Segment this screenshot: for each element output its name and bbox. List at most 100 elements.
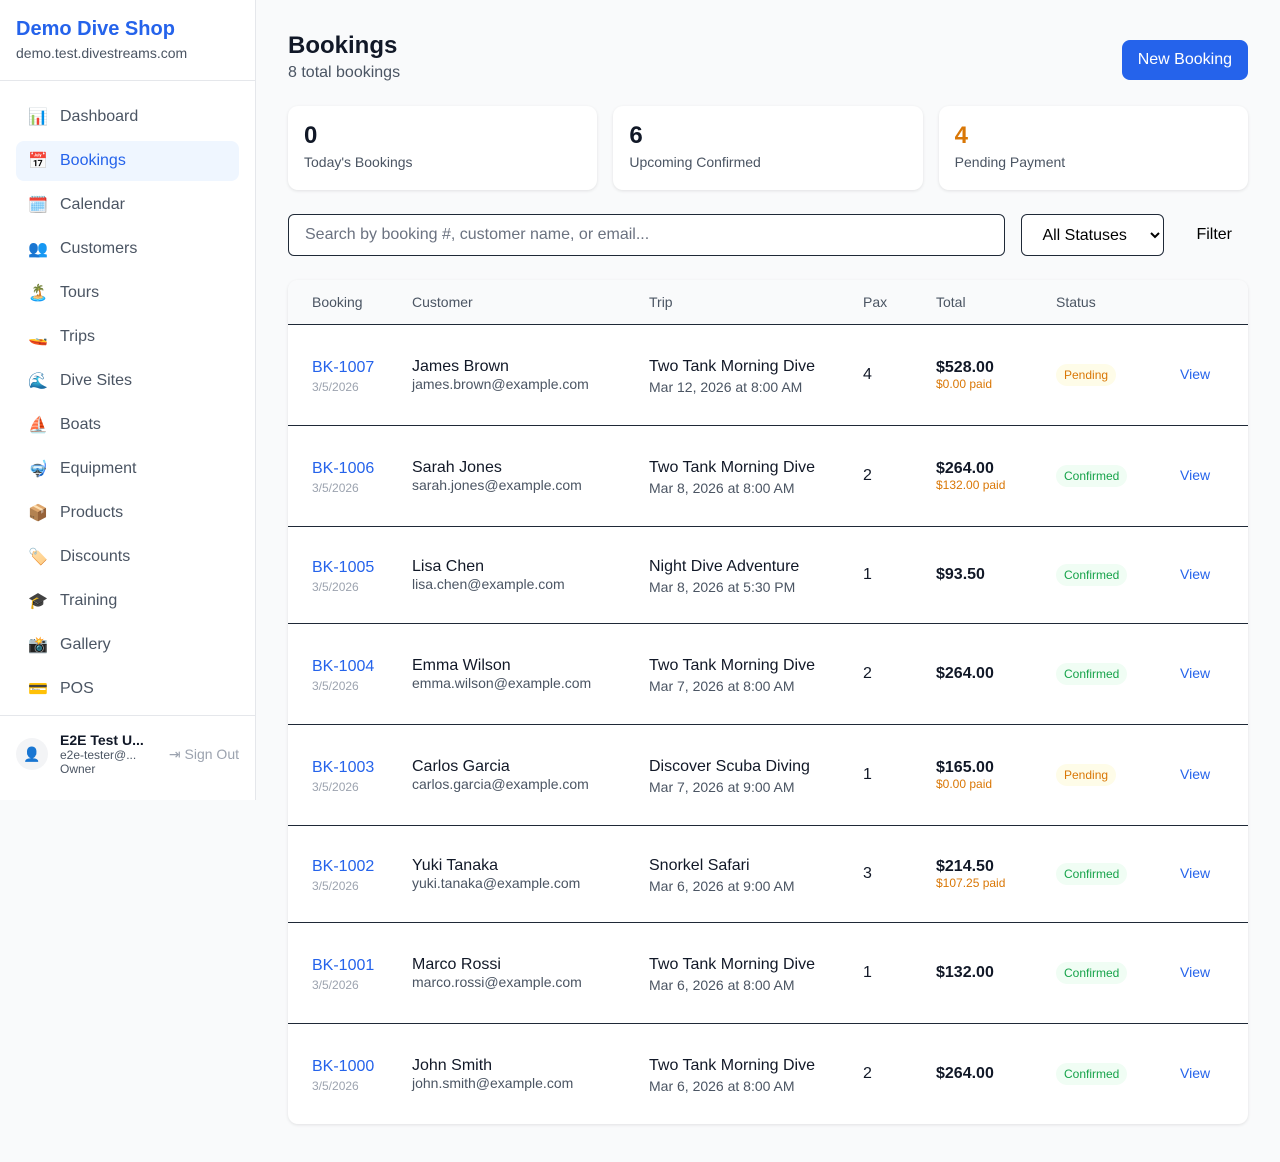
column-header: Trip bbox=[637, 280, 851, 325]
sidebar-item-pos[interactable]: 💳 POS bbox=[16, 669, 239, 709]
sidebar-item-bookings[interactable]: 📅 Bookings bbox=[16, 141, 239, 181]
status-select[interactable]: All Statuses bbox=[1021, 214, 1165, 256]
customer-name: John Smith bbox=[412, 1056, 493, 1074]
pax: 2 bbox=[851, 425, 924, 527]
total: $132.00 bbox=[936, 963, 994, 981]
view-link[interactable]: View bbox=[1180, 466, 1211, 483]
booking-date: 3/5/2026 bbox=[312, 779, 359, 794]
booking-link[interactable]: BK-1005 bbox=[312, 558, 375, 576]
booking-link[interactable]: BK-1001 bbox=[312, 956, 375, 974]
trip-name: Discover Scuba Diving bbox=[649, 757, 810, 775]
sidebar-item-gallery[interactable]: 📸 Gallery bbox=[16, 625, 239, 665]
stat-card: 0 Today's Bookings bbox=[288, 106, 598, 190]
trip-name: Two Tank Morning Dive bbox=[649, 955, 815, 973]
sign-out-button[interactable]: ⇥ Sign Out bbox=[169, 746, 239, 763]
status-badge: Pending bbox=[1056, 363, 1117, 386]
customer-name: Sarah Jones bbox=[412, 458, 502, 476]
sidebar-item-tours[interactable]: 🏝️ Tours bbox=[16, 273, 239, 313]
sidebar-item-training[interactable]: 🎓 Training bbox=[16, 581, 239, 621]
stat-label: Today's Bookings bbox=[304, 154, 413, 170]
customer-name: Lisa Chen bbox=[412, 557, 485, 575]
trip-name: Two Tank Morning Dive bbox=[649, 357, 815, 375]
view-link[interactable]: View bbox=[1180, 963, 1211, 980]
booking-link[interactable]: BK-1003 bbox=[312, 758, 375, 776]
customer-email: john.smith@example.com bbox=[412, 1074, 574, 1091]
table-row: BK-1000 3/5/2026 John Smith john.smith@exa… bbox=[288, 1023, 1248, 1124]
booking-link[interactable]: BK-1007 bbox=[312, 358, 375, 376]
column-header: Pax bbox=[851, 280, 924, 325]
booking-link[interactable]: BK-1004 bbox=[312, 657, 375, 675]
trip-name: Night Dive Adventure bbox=[649, 557, 800, 575]
sidebar-item-trips[interactable]: 🚤 Trips bbox=[16, 317, 239, 357]
customer-email: yuki.tanaka@example.com bbox=[412, 874, 581, 891]
pax: 1 bbox=[851, 526, 924, 624]
sidebar-item-label: Trips bbox=[60, 328, 95, 345]
customer-email: lisa.chen@example.com bbox=[412, 575, 565, 592]
search-input[interactable] bbox=[288, 214, 1006, 256]
pax: 3 bbox=[851, 825, 924, 923]
view-link[interactable]: View bbox=[1180, 765, 1211, 782]
booking-date: 3/5/2026 bbox=[312, 1078, 359, 1093]
status-badge: Pending bbox=[1056, 763, 1117, 786]
stat-card: 4 Pending Payment bbox=[938, 106, 1248, 190]
booking-date: 3/5/2026 bbox=[312, 678, 359, 693]
table-row: BK-1003 3/5/2026 Carlos Garcia carlos.garc… bbox=[288, 724, 1248, 826]
sidebar-item-discounts[interactable]: 🏷️ Discounts bbox=[16, 537, 239, 577]
stat-value: 6 bbox=[629, 122, 643, 149]
sidebar-item-equipment[interactable]: 🤿 Equipment bbox=[16, 449, 239, 489]
sailboat-icon: ⛵ bbox=[28, 417, 48, 434]
user-role: Owner bbox=[60, 762, 96, 776]
trip-name: Snorkel Safari bbox=[649, 856, 750, 874]
view-link[interactable]: View bbox=[1180, 365, 1211, 382]
status-badge: Confirmed bbox=[1056, 563, 1128, 586]
column-header bbox=[1168, 280, 1248, 325]
booking-date: 3/5/2026 bbox=[312, 977, 359, 992]
paid-amount: $107.25 paid bbox=[936, 875, 1006, 890]
table-row: BK-1005 3/5/2026 Lisa Chen lisa.chen@examp… bbox=[288, 526, 1248, 624]
table-row: BK-1001 3/5/2026 Marco Rossi marco.rossi@e… bbox=[288, 922, 1248, 1024]
island-icon: 🏝️ bbox=[28, 285, 48, 302]
pax: 2 bbox=[851, 623, 924, 725]
pax: 4 bbox=[851, 324, 924, 426]
diving-mask-icon: 🤿 bbox=[28, 461, 48, 478]
sidebar-item-label: POS bbox=[60, 680, 94, 697]
stat-value: 4 bbox=[954, 122, 969, 149]
sidebar-item-label: Products bbox=[60, 504, 124, 521]
customer-name: Carlos Garcia bbox=[412, 757, 510, 775]
status-badge: Confirmed bbox=[1056, 862, 1128, 885]
view-link[interactable]: View bbox=[1180, 864, 1211, 881]
trip-name: Two Tank Morning Dive bbox=[649, 458, 815, 476]
status-badge: Confirmed bbox=[1056, 464, 1128, 487]
customer-email: emma.wilson@example.com bbox=[412, 674, 592, 691]
sidebar: Demo Dive Shop demo.test.divestreams.com… bbox=[0, 0, 256, 800]
booking-link[interactable]: BK-1006 bbox=[312, 459, 375, 477]
sidebar-item-dashboard[interactable]: 📊 Dashboard bbox=[16, 97, 239, 137]
sidebar-item-boats[interactable]: ⛵ Boats bbox=[16, 405, 239, 445]
pax: 1 bbox=[851, 724, 924, 826]
booking-link[interactable]: BK-1000 bbox=[312, 1057, 375, 1075]
filters-bar: All Statuses Filter bbox=[288, 214, 1248, 256]
trip-datetime: Mar 8, 2026 at 5:30 PM bbox=[649, 578, 796, 595]
sidebar-item-dive-sites[interactable]: 🌊 Dive Sites bbox=[16, 361, 239, 401]
booking-link[interactable]: BK-1002 bbox=[312, 857, 375, 875]
total: $264.00 bbox=[936, 1064, 994, 1082]
paid-amount: $0.00 paid bbox=[936, 376, 993, 391]
booking-date: 3/5/2026 bbox=[312, 579, 359, 594]
trip-name: Two Tank Morning Dive bbox=[649, 1056, 815, 1074]
view-link[interactable]: View bbox=[1180, 1064, 1211, 1081]
view-link[interactable]: View bbox=[1180, 664, 1211, 681]
filter-button[interactable]: Filter bbox=[1180, 226, 1248, 244]
pax: 2 bbox=[863, 1064, 872, 1082]
shop-name[interactable]: Demo Dive Shop bbox=[16, 18, 175, 40]
users-icon: 👥 bbox=[28, 241, 48, 258]
sidebar-item-customers[interactable]: 👥 Customers bbox=[16, 229, 239, 269]
sidebar-item-products[interactable]: 📦 Products bbox=[16, 493, 239, 533]
table-row: BK-1004 3/5/2026 Emma Wilson emma.wilson@e… bbox=[288, 623, 1248, 725]
new-booking-button[interactable]: New Booking bbox=[1121, 40, 1248, 80]
sidebar-item-label: Dashboard bbox=[60, 108, 139, 125]
view-link[interactable]: View bbox=[1180, 565, 1211, 582]
sidebar-item-calendar[interactable]: 🗓️ Calendar bbox=[16, 185, 239, 225]
customer-name: Marco Rossi bbox=[412, 955, 501, 973]
sidebar-item-label: Dive Sites bbox=[60, 372, 133, 389]
sidebar-item-label: Equipment bbox=[60, 460, 137, 477]
